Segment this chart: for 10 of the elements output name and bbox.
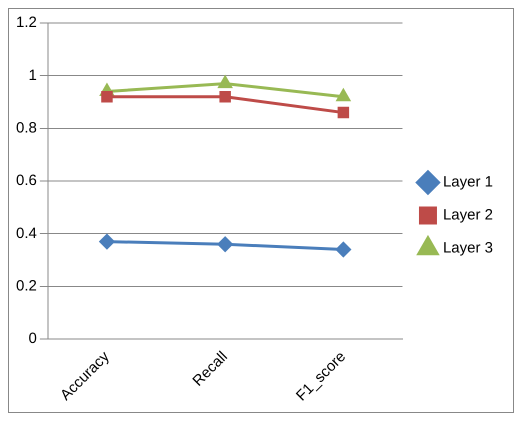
y-tick-label: 1.2	[16, 14, 37, 32]
y-tick-label: 0	[28, 330, 37, 348]
y-tick-label: 0.2	[16, 278, 37, 295]
y-tick-label: 1	[28, 66, 37, 84]
y-tick-label: 0.6	[16, 172, 37, 190]
y-tick-label: 0.4	[16, 224, 37, 242]
legend-label: Layer 1	[442, 174, 494, 191]
y-tick-label: 0.8	[16, 119, 37, 136]
legend-label: Layer 2	[442, 206, 494, 224]
legend-label: Layer 3	[442, 240, 494, 257]
